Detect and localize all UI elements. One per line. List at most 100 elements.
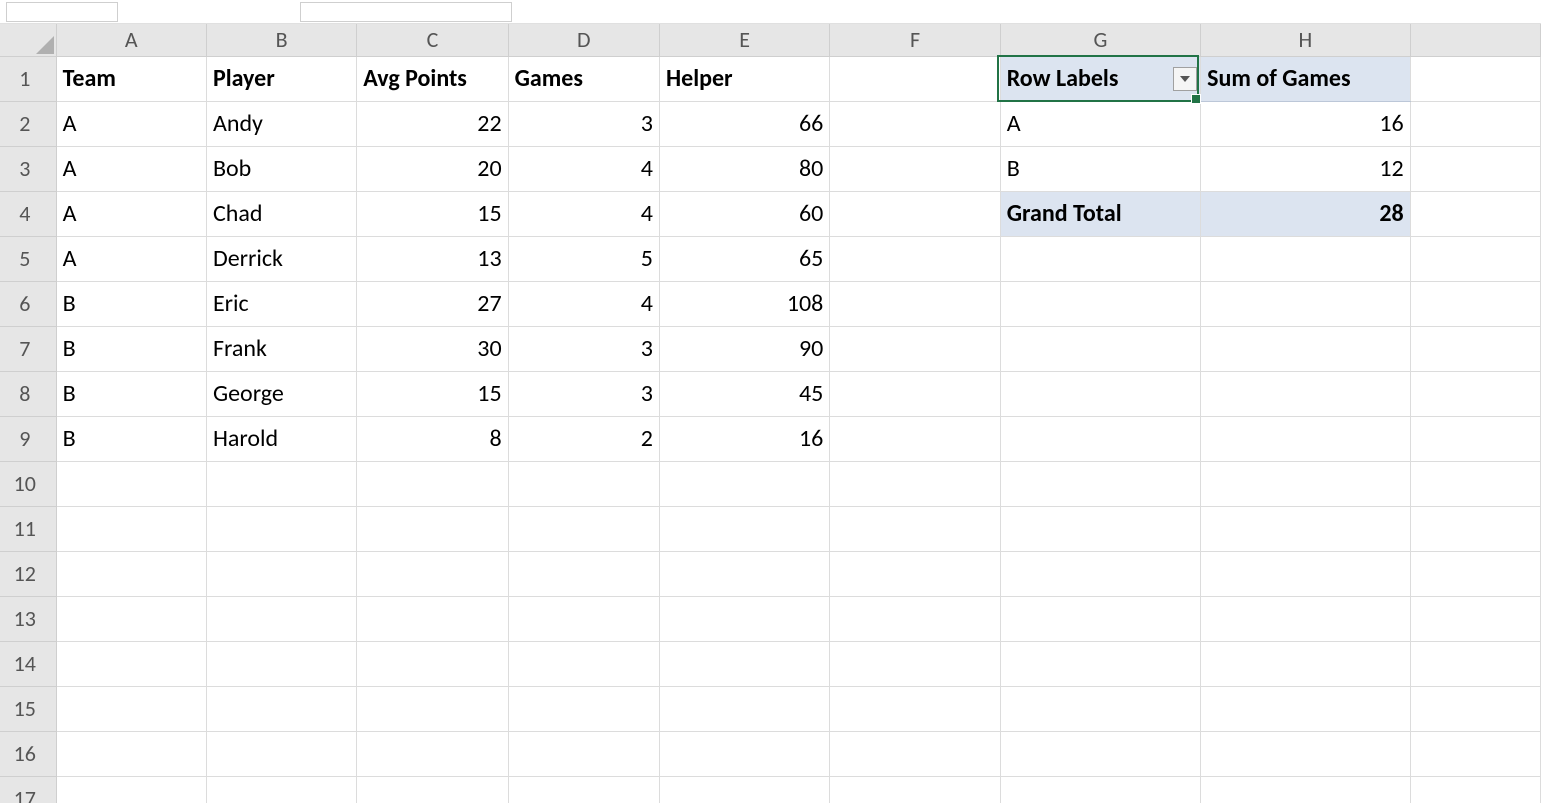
cell-I10[interactable] [1410,461,1540,506]
cell-player-4[interactable]: Eric [206,281,356,326]
cell-D15[interactable] [508,686,659,731]
row-header-9[interactable]: 9 [0,416,56,461]
column-header-G[interactable]: G [1000,24,1200,56]
cell-H5[interactable] [1201,236,1410,281]
cell-I4[interactable] [1410,191,1540,236]
cell-D11[interactable] [508,506,659,551]
cell-games-6[interactable]: 3 [508,371,659,416]
cell-A17[interactable] [56,776,206,803]
cell-avg-0[interactable]: 22 [357,101,508,146]
cell-I12[interactable] [1410,551,1540,596]
cell-D13[interactable] [508,596,659,641]
column-header-B[interactable]: B [206,24,356,56]
cell-I17[interactable] [1410,776,1540,803]
cell-C17[interactable] [357,776,508,803]
cell-F16[interactable] [830,731,1000,776]
cell-F17[interactable] [830,776,1000,803]
cell-I14[interactable] [1410,641,1540,686]
cell-F1[interactable] [830,56,1000,101]
pivot-row-b-label[interactable]: B [1000,146,1200,191]
cell-team-3[interactable]: A [56,236,206,281]
row-header-8[interactable]: 8 [0,371,56,416]
cell-F7[interactable] [830,326,1000,371]
cell-H7[interactable] [1201,326,1410,371]
cell-B15[interactable] [206,686,356,731]
cell-helper-6[interactable]: 45 [659,371,829,416]
cell-H13[interactable] [1201,596,1410,641]
cell-team-4[interactable]: B [56,281,206,326]
cell-F11[interactable] [830,506,1000,551]
cell-player-6[interactable]: George [206,371,356,416]
cell-B13[interactable] [206,596,356,641]
cell-B14[interactable] [206,641,356,686]
cell-team-0[interactable]: A [56,101,206,146]
cell-I7[interactable] [1410,326,1540,371]
pivot-row-a-value[interactable]: 16 [1201,101,1410,146]
cell-E13[interactable] [659,596,829,641]
cell-B10[interactable] [206,461,356,506]
column-header-extra[interactable] [1410,24,1540,56]
cell-D17[interactable] [508,776,659,803]
cell-avg-7[interactable]: 8 [357,416,508,461]
cell-team-2[interactable]: A [56,191,206,236]
cell-games-7[interactable]: 2 [508,416,659,461]
cell-A13[interactable] [56,596,206,641]
pivot-row-a-label[interactable]: A [1000,101,1200,146]
formula-input[interactable] [300,2,512,22]
column-header-F[interactable]: F [830,24,1000,56]
cell-I13[interactable] [1410,596,1540,641]
cell-games-4[interactable]: 4 [508,281,659,326]
cell-H12[interactable] [1201,551,1410,596]
cell-G10[interactable] [1000,461,1200,506]
row-header-12[interactable]: 12 [0,551,56,596]
cell-B11[interactable] [206,506,356,551]
cell-E10[interactable] [659,461,829,506]
row-header-5[interactable]: 5 [0,236,56,281]
cell-I8[interactable] [1410,371,1540,416]
cell-I2[interactable] [1410,101,1540,146]
cell-A14[interactable] [56,641,206,686]
column-header-H[interactable]: H [1201,24,1410,56]
pivot-row-b-value[interactable]: 12 [1201,146,1410,191]
cell-G12[interactable] [1000,551,1200,596]
cell-F3[interactable] [830,146,1000,191]
cell-H16[interactable] [1201,731,1410,776]
cell-player-3[interactable]: Derrick [206,236,356,281]
cell-helper-1[interactable]: 80 [659,146,829,191]
cell-team-1[interactable]: A [56,146,206,191]
cell-B12[interactable] [206,551,356,596]
cell-H10[interactable] [1201,461,1410,506]
cell-D12[interactable] [508,551,659,596]
cell-E16[interactable] [659,731,829,776]
header-avg-points[interactable]: Avg Points [357,56,508,101]
cell-helper-5[interactable]: 90 [659,326,829,371]
cell-F5[interactable] [830,236,1000,281]
row-header-15[interactable]: 15 [0,686,56,731]
cell-player-7[interactable]: Harold [206,416,356,461]
cell-G11[interactable] [1000,506,1200,551]
cell-helper-4[interactable]: 108 [659,281,829,326]
cell-D14[interactable] [508,641,659,686]
column-header-E[interactable]: E [659,24,829,56]
cell-games-0[interactable]: 3 [508,101,659,146]
cell-G5[interactable] [1000,236,1200,281]
row-header-6[interactable]: 6 [0,281,56,326]
cell-D10[interactable] [508,461,659,506]
cell-F13[interactable] [830,596,1000,641]
cell-I9[interactable] [1410,416,1540,461]
header-helper[interactable]: Helper [659,56,829,101]
pivot-grand-total-value[interactable]: 28 [1201,191,1410,236]
cell-I11[interactable] [1410,506,1540,551]
cell-games-5[interactable]: 3 [508,326,659,371]
cell-G9[interactable] [1000,416,1200,461]
row-header-14[interactable]: 14 [0,641,56,686]
pivot-header-sum[interactable]: Sum of Games [1201,56,1410,101]
cell-team-7[interactable]: B [56,416,206,461]
cell-player-5[interactable]: Frank [206,326,356,371]
pivot-grand-total-label[interactable]: Grand Total [1000,191,1200,236]
cell-helper-3[interactable]: 65 [659,236,829,281]
header-team[interactable]: Team [56,56,206,101]
cell-helper-0[interactable]: 66 [659,101,829,146]
cell-F2[interactable] [830,101,1000,146]
cell-G14[interactable] [1000,641,1200,686]
